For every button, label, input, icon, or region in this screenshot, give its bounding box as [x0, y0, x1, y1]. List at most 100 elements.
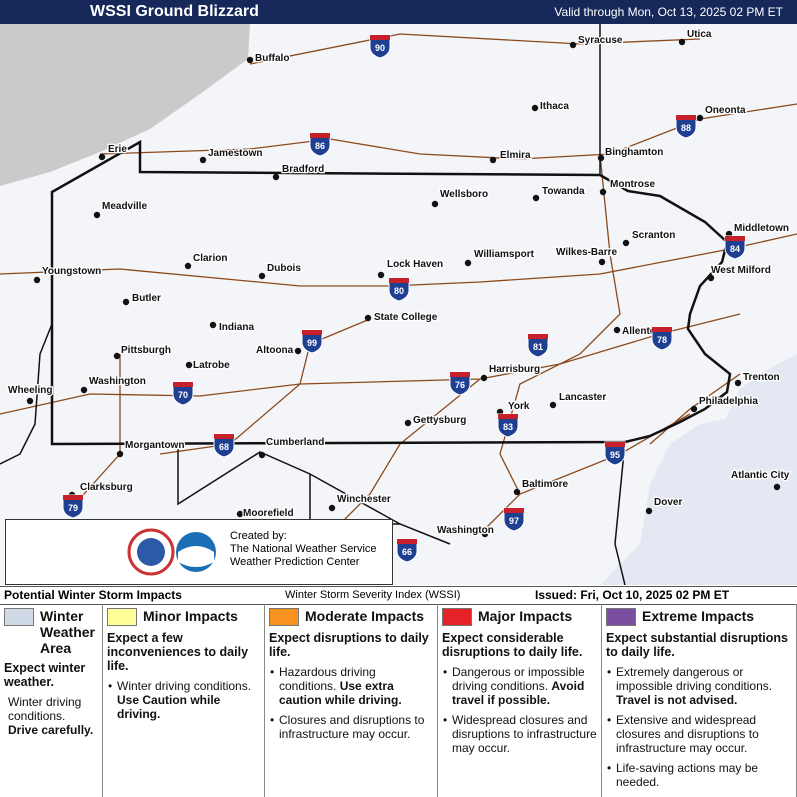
- item-text: Dangerous or impossible driving conditio…: [452, 665, 585, 693]
- shield-number: 88: [681, 123, 691, 133]
- shield-top: [389, 278, 409, 283]
- legend-bar: Potential Winter Storm Impacts Winter St…: [0, 586, 797, 605]
- shield: [369, 34, 391, 59]
- city-label: Altoona: [256, 345, 294, 356]
- city-dot: [377, 271, 385, 279]
- city-label: Scranton: [632, 230, 675, 241]
- shield-top: [214, 434, 234, 439]
- city-label: Wilkes-Barre: [556, 247, 617, 258]
- item-text: Winter driving conditions.: [8, 695, 82, 723]
- legend-heading: Extreme Impacts: [606, 608, 792, 626]
- item-text: Winter driving conditions.: [117, 679, 252, 693]
- city-dot: [645, 507, 653, 515]
- shield-number: 70: [178, 390, 188, 400]
- legend-title: Winter Weather Area: [40, 608, 95, 656]
- shield-number: 76: [455, 380, 465, 390]
- shield-top: [504, 508, 524, 513]
- shield-number: 81: [533, 342, 543, 352]
- city-dot: [532, 194, 540, 202]
- item-text: Life-saving actions may be needed.: [616, 761, 759, 789]
- legend: Winter Weather Area Expect winter weather…: [0, 604, 797, 797]
- interstate-shield: 78: [651, 326, 673, 351]
- legend-column: Moderate Impacts Expect disruptions to da…: [265, 604, 438, 797]
- city-label: Youngstown: [42, 266, 101, 277]
- city-dot: [569, 41, 577, 49]
- legend-item: Widespread closures and disruptions to i…: [443, 713, 597, 755]
- shield-number: 95: [610, 450, 620, 460]
- shield: [62, 494, 84, 519]
- city-label: Moorefield: [243, 508, 294, 519]
- shield: [396, 538, 418, 563]
- city-label: Ithaca: [540, 101, 569, 112]
- legend-column: Extreme Impacts Expect substantial disrup…: [602, 604, 797, 797]
- city-label: Harrisburg: [489, 364, 540, 375]
- legend-summary: Expect substantial disruptions to daily …: [606, 631, 788, 659]
- legend-heading: Major Impacts: [442, 608, 597, 626]
- city-dot: [80, 386, 88, 394]
- legend-title: Moderate Impacts: [305, 608, 425, 624]
- city-label: Philadelphia: [699, 396, 758, 407]
- item-text: Widespread closures and disruptions to i…: [452, 713, 597, 755]
- city-dot: [481, 530, 489, 538]
- interstate-shield: 80: [388, 277, 410, 302]
- city-dot: [696, 114, 704, 122]
- interstate-shield: 70: [172, 381, 194, 406]
- shield-top: [63, 495, 83, 500]
- shield: [301, 329, 323, 354]
- item-text: Hazardous driving conditions.: [279, 665, 376, 693]
- city-dot: [531, 104, 539, 112]
- city-dot: [246, 56, 254, 64]
- city-dot: [185, 361, 193, 369]
- credit-line: Weather Prediction Center: [230, 556, 360, 568]
- item-emphasis: Travel is not advised.: [616, 693, 738, 707]
- shield-top: [605, 442, 625, 447]
- interstate-shield: 76: [449, 371, 471, 396]
- item-text: Extensive and widespread closures and di…: [616, 713, 759, 755]
- lake: [0, 24, 250, 186]
- city-label: Utica: [687, 29, 712, 40]
- interstate-shield: 88: [675, 114, 697, 139]
- shield: [449, 371, 471, 396]
- legend-title: Extreme Impacts: [642, 608, 755, 624]
- shield-top: [528, 334, 548, 339]
- legend-heading: Potential Winter Storm Impacts: [4, 588, 182, 602]
- logos: [127, 528, 216, 576]
- legend-item: Dangerous or impossible driving conditio…: [443, 665, 597, 707]
- legend-item: Hazardous driving conditions. Use extra …: [270, 665, 433, 707]
- legend-heading: Moderate Impacts: [269, 608, 433, 626]
- shield-top: [397, 539, 417, 544]
- legend-item: Extremely dangerous or impossible drivin…: [607, 665, 792, 707]
- item-emphasis: Use Caution while driving.: [117, 693, 221, 721]
- city-dot: [513, 488, 521, 496]
- city-label: Towanda: [542, 186, 585, 197]
- legend-title: Minor Impacts: [143, 608, 238, 624]
- city-dot: [258, 272, 266, 280]
- city-label: Middletown: [734, 223, 789, 234]
- shield-top: [652, 327, 672, 332]
- shield-number: 80: [394, 286, 404, 296]
- city-label: Morgantown: [125, 440, 184, 451]
- city-dot: [98, 153, 106, 161]
- item-emphasis: Drive carefully.: [8, 723, 94, 737]
- city-dot: [258, 451, 266, 459]
- city-dot: [199, 156, 207, 164]
- shield-number: 84: [730, 244, 740, 254]
- shield: [213, 433, 235, 458]
- city-dot: [599, 188, 607, 196]
- item-emphasis: Avoid travel if possible.: [452, 679, 585, 707]
- shield: [604, 441, 626, 466]
- shield-top: [725, 236, 745, 241]
- city-dot: [116, 450, 124, 458]
- item-text: Closures and disruptions to infrastructu…: [279, 713, 425, 741]
- city-dot: [184, 262, 192, 270]
- city-label: Dubois: [267, 263, 301, 274]
- legend-heading: Minor Impacts: [107, 608, 260, 626]
- city-label: Pittsburgh: [121, 345, 171, 356]
- city-label: Syracuse: [578, 35, 623, 46]
- interstate-shield: 83: [497, 413, 519, 438]
- item-emphasis: Use extra caution while driving.: [279, 679, 402, 707]
- interstate-shield: 68: [213, 433, 235, 458]
- city-label: Dover: [654, 497, 682, 508]
- credit-text: Created by: The National Weather Service…: [230, 530, 377, 569]
- legend-column: Major Impacts Expect considerable disrupt…: [438, 604, 602, 797]
